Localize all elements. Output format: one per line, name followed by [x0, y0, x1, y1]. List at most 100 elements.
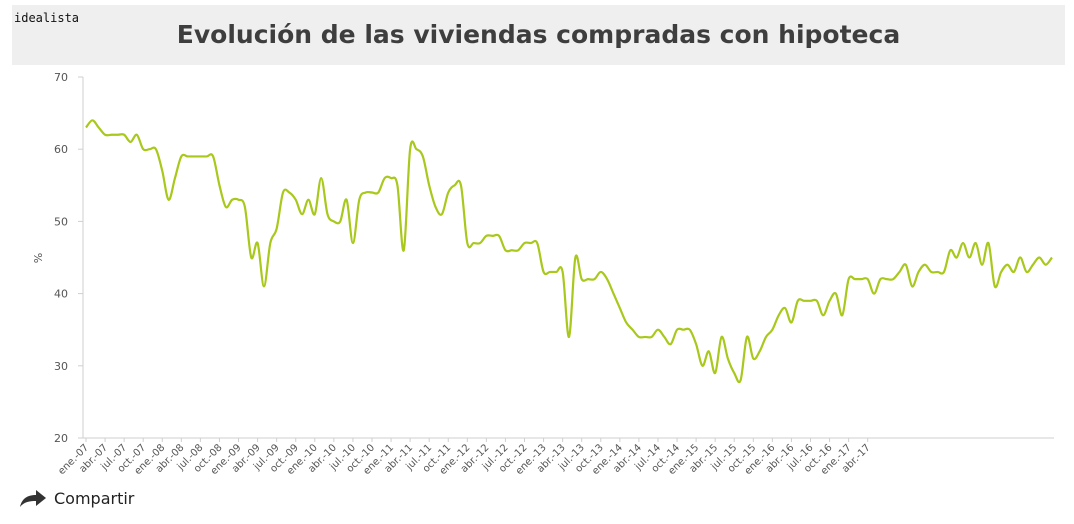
data-point: [797, 300, 799, 302]
data-point: [543, 271, 545, 273]
data-point: [339, 220, 341, 222]
data-point: [295, 199, 297, 201]
data-point: [288, 192, 290, 194]
share-label: Compartir: [54, 488, 135, 508]
data-point: [98, 127, 100, 129]
data-point: [479, 242, 481, 244]
data-point: [695, 343, 697, 345]
share-button[interactable]: Compartir: [18, 486, 134, 510]
data-point: [803, 300, 805, 302]
data-point: [454, 184, 456, 186]
data-point: [612, 293, 614, 295]
data-point: [301, 213, 303, 215]
data-point: [644, 336, 646, 338]
data-point: [708, 350, 710, 352]
data-point: [85, 127, 87, 129]
data-point: [371, 192, 373, 194]
data-point: [129, 141, 131, 143]
data-point: [765, 336, 767, 338]
data-point: [860, 278, 862, 280]
data-point: [212, 155, 214, 157]
title-bar: Evolución de las viviendas compradas con…: [12, 5, 1065, 65]
data-point: [346, 199, 348, 201]
data-point: [161, 170, 163, 172]
data-point: [187, 155, 189, 157]
data-point: [524, 242, 526, 244]
data-point: [822, 314, 824, 316]
data-point: [320, 177, 322, 179]
data-point: [670, 343, 672, 345]
data-point: [396, 184, 398, 186]
data-point: [282, 192, 284, 194]
data-point: [930, 271, 932, 273]
data-point: [352, 242, 354, 244]
data-point: [517, 249, 519, 251]
data-point: [975, 242, 977, 244]
data-point: [358, 199, 360, 201]
data-point: [117, 134, 119, 136]
data-point: [504, 249, 506, 251]
data-point: [149, 148, 151, 150]
data-point: [867, 278, 869, 280]
data-point: [918, 271, 920, 273]
data-point: [238, 199, 240, 201]
data-point: [771, 329, 773, 331]
data-point: [403, 249, 405, 251]
data-point: [384, 177, 386, 179]
data-point: [136, 134, 138, 136]
data-point: [460, 184, 462, 186]
data-point: [994, 285, 996, 287]
data-point: [676, 329, 678, 331]
data-point: [269, 242, 271, 244]
data-point: [1007, 264, 1009, 266]
data-point: [1038, 257, 1040, 259]
y-axis-label: %: [32, 253, 45, 263]
data-point: [168, 199, 170, 201]
data-point: [441, 213, 443, 215]
data-point: [968, 257, 970, 259]
data-point: [244, 206, 246, 208]
data-point: [511, 249, 513, 251]
data-point: [625, 321, 627, 323]
data-point: [981, 264, 983, 266]
data-point: [390, 177, 392, 179]
data-point: [498, 235, 500, 237]
data-point: [1000, 271, 1002, 273]
data-point: [562, 271, 564, 273]
data-point: [574, 257, 576, 259]
data-point: [784, 307, 786, 309]
data-point: [606, 278, 608, 280]
data-point: [377, 192, 379, 194]
data-point: [536, 242, 538, 244]
data-point: [752, 358, 754, 360]
data-point: [409, 148, 411, 150]
data-point: [740, 379, 742, 381]
data-point: [314, 213, 316, 215]
data-point: [987, 242, 989, 244]
data-point: [180, 155, 182, 157]
data-point: [810, 300, 812, 302]
data-point: [829, 300, 831, 302]
data-point: [759, 350, 761, 352]
data-point: [593, 278, 595, 280]
data-point: [307, 199, 309, 201]
data-point: [841, 314, 843, 316]
data-point: [435, 206, 437, 208]
data-point: [428, 184, 430, 186]
y-tick-label: 30: [54, 360, 68, 373]
data-point: [473, 242, 475, 244]
data-point: [1032, 264, 1034, 266]
data-point: [193, 155, 195, 157]
data-point: [365, 192, 367, 194]
series-line: [85, 119, 1053, 384]
data-point: [898, 271, 900, 273]
data-point: [746, 336, 748, 338]
data-point: [663, 336, 665, 338]
data-point: [905, 264, 907, 266]
data-point: [1051, 257, 1053, 259]
data-point: [727, 358, 729, 360]
data-point: [956, 257, 958, 259]
data-point: [600, 271, 602, 273]
data-point: [250, 257, 252, 259]
